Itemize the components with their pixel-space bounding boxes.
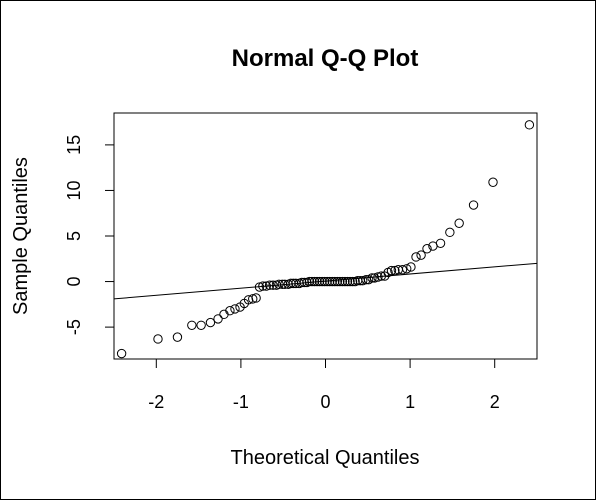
data-point	[322, 276, 332, 287]
data-point	[340, 276, 350, 287]
data-point	[153, 334, 163, 344]
data-point	[172, 332, 183, 342]
data-point	[312, 276, 322, 287]
y-tick-label: 10	[64, 180, 84, 200]
data-point	[196, 320, 206, 330]
data-point	[345, 276, 355, 287]
data-point	[230, 304, 240, 314]
data-point	[402, 264, 412, 274]
data-point	[397, 265, 408, 275]
data-point	[327, 276, 337, 287]
data-point	[299, 277, 310, 288]
data-point	[319, 276, 330, 287]
data-point	[248, 294, 258, 304]
data-point	[454, 218, 464, 228]
data-point	[274, 279, 284, 289]
data-point	[187, 320, 197, 330]
data-point	[347, 276, 358, 287]
data-point	[416, 250, 426, 260]
data-point	[337, 276, 348, 287]
y-axis: -5 0 5 10 15	[64, 135, 115, 335]
data-point	[261, 281, 271, 291]
x-tick-label: -1	[233, 392, 249, 412]
data-point	[264, 280, 275, 290]
data-point	[358, 275, 368, 286]
data-point	[435, 238, 446, 248]
data-point	[488, 177, 498, 187]
data-point	[307, 276, 317, 287]
data-point	[335, 276, 345, 287]
data-point	[422, 244, 432, 254]
chart-title: Normal Q-Q Plot	[232, 45, 419, 72]
data-point	[258, 281, 268, 291]
data-point	[373, 272, 383, 282]
data-point	[330, 276, 340, 287]
data-point	[254, 282, 265, 292]
data-point	[219, 309, 229, 320]
data-point	[317, 276, 327, 287]
y-tick-label: -5	[64, 319, 84, 335]
x-axis: -2 -1 0 1 2	[148, 358, 500, 412]
data-point	[369, 273, 380, 283]
data-point	[225, 306, 235, 316]
data-point	[367, 273, 377, 283]
data-point	[251, 293, 261, 303]
data-point	[445, 227, 455, 238]
y-tick-label: 5	[64, 231, 84, 241]
y-tick-label: 15	[64, 135, 84, 155]
data-point	[386, 265, 397, 276]
data-point	[390, 265, 400, 276]
data-point	[332, 276, 343, 287]
data-point	[411, 252, 421, 262]
data-points	[116, 120, 535, 359]
y-axis-label: Sample Quantiles	[10, 157, 32, 315]
data-point	[309, 276, 320, 287]
plot-area-box	[113, 112, 538, 360]
data-point	[325, 276, 335, 287]
data-point	[304, 276, 315, 287]
data-point	[268, 280, 278, 290]
data-point	[297, 277, 307, 288]
x-tick-label: 1	[405, 392, 415, 412]
data-point	[380, 271, 390, 281]
data-point	[314, 276, 325, 287]
x-tick-label: 2	[490, 392, 500, 412]
data-point	[213, 314, 223, 324]
data-point	[406, 262, 416, 272]
data-point	[524, 120, 535, 130]
data-point	[116, 348, 127, 359]
data-point	[468, 200, 479, 210]
x-axis-label: Theoretical Quantiles	[231, 447, 420, 469]
x-tick-label: -2	[148, 392, 164, 412]
y-tick-label: 0	[64, 277, 84, 287]
data-point	[342, 276, 353, 287]
x-tick-label: 0	[320, 392, 330, 412]
data-point	[205, 317, 216, 328]
